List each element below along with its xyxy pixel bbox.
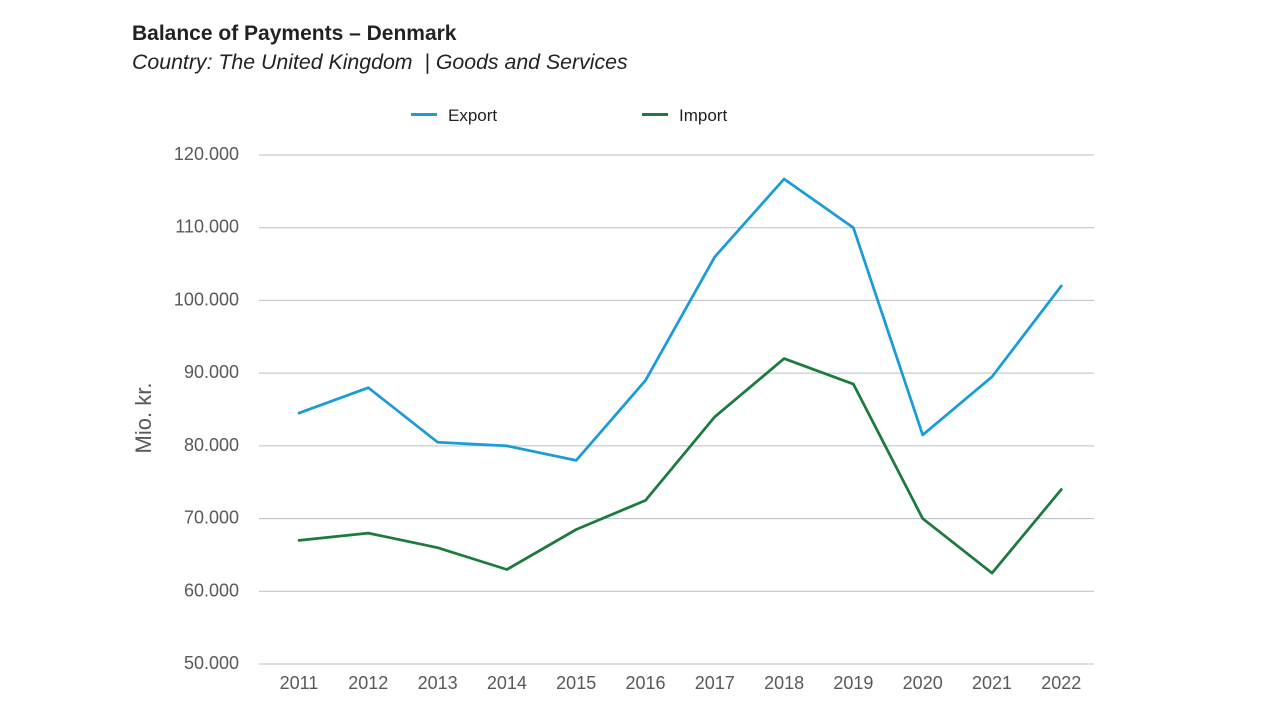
svg-text:110.000: 110.000 <box>175 217 239 237</box>
svg-text:2018: 2018 <box>764 673 804 693</box>
svg-text:2019: 2019 <box>833 673 873 693</box>
svg-text:Mio. kr.: Mio. kr. <box>131 383 156 454</box>
svg-text:90.000: 90.000 <box>184 362 239 382</box>
svg-text:2014: 2014 <box>487 673 527 693</box>
svg-text:2015: 2015 <box>556 673 596 693</box>
svg-text:2013: 2013 <box>418 673 458 693</box>
svg-text:120.000: 120.000 <box>174 144 239 164</box>
svg-text:2020: 2020 <box>903 673 943 693</box>
svg-text:2012: 2012 <box>348 673 388 693</box>
svg-text:2021: 2021 <box>972 673 1012 693</box>
svg-text:2011: 2011 <box>280 673 319 693</box>
svg-text:50.000: 50.000 <box>184 653 239 673</box>
svg-text:60.000: 60.000 <box>184 580 239 600</box>
svg-text:70.000: 70.000 <box>184 508 239 528</box>
svg-text:2022: 2022 <box>1041 673 1081 693</box>
svg-text:100.000: 100.000 <box>174 289 239 309</box>
svg-text:80.000: 80.000 <box>184 435 239 455</box>
svg-text:2016: 2016 <box>625 673 665 693</box>
svg-text:2017: 2017 <box>695 673 735 693</box>
